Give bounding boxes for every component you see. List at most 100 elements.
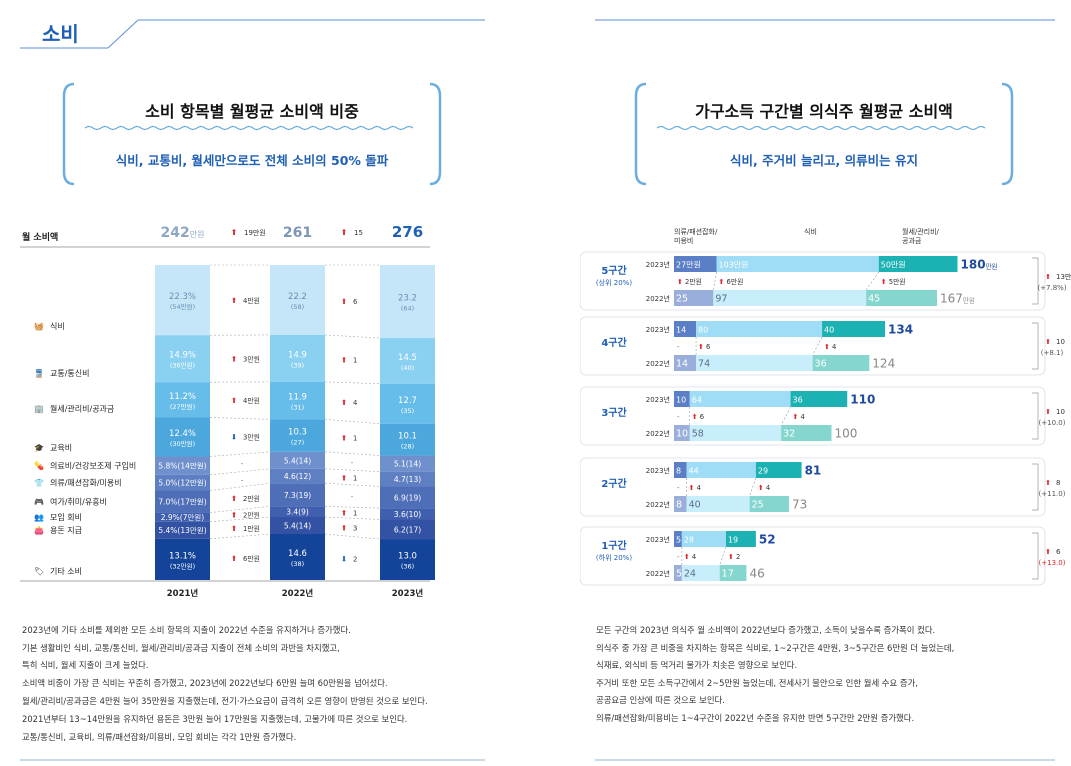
segment-sub-label: (35): [401, 407, 414, 415]
year-label: 2023년: [646, 395, 670, 404]
bar-segment: [812, 355, 870, 371]
diff-bracket: [1032, 392, 1039, 440]
segment-value-label: 11.9: [288, 393, 307, 403]
diff-arrow: ⬆: [1045, 408, 1051, 416]
segment-connector: [209, 505, 271, 513]
stack-segment: [155, 490, 210, 513]
bar-segment: [719, 565, 747, 581]
change-label: 1: [353, 475, 357, 483]
segment-connector: [324, 533, 381, 540]
stack-segment: [270, 334, 325, 382]
stack-segment: [270, 419, 325, 452]
segment-value-label: 13.1%: [169, 551, 196, 561]
bar-segment: [713, 290, 867, 306]
bar-segment: [674, 565, 682, 581]
category-label: 월세/관리비/공과금: [50, 403, 114, 413]
change-label: 4: [766, 484, 770, 492]
change-label: -: [677, 484, 680, 492]
segment-connector: [324, 505, 381, 509]
stack-segment: [380, 455, 435, 472]
left-paragraph: 소비액 비중이 가장 큰 식비는 꾸준히 증가했고, 2023년에 2022년보…: [22, 678, 388, 688]
bar-total-label: 73: [792, 498, 807, 512]
change-label: 1: [353, 435, 357, 443]
stack-segment: [380, 508, 435, 520]
segment-sub-label: (31): [291, 404, 304, 412]
bar-segment: [822, 321, 886, 337]
legend-label: 의류/패션잡화/: [674, 227, 718, 236]
stack-segment: [270, 381, 325, 420]
stack-segment: [270, 517, 325, 535]
change-label: 2: [353, 555, 357, 563]
bar-segment-label: 14: [676, 359, 688, 370]
segment-sub-label: (36만원): [170, 361, 195, 370]
bar-segment: [674, 256, 717, 272]
right-paragraph: 모든 구간의 2023년 의식주 월 소비액이 2022년보다 증가했고, 소득…: [596, 625, 936, 635]
diff-arrow: ⬆: [1045, 338, 1051, 346]
bar-segment-label: 74: [698, 359, 710, 370]
right-paragraph: 식재료, 외식비 등 먹거리 물가가 치솟은 영향으로 보인다.: [596, 660, 798, 670]
change-arrow: ⬆: [341, 474, 347, 483]
change-arrow: ⬆: [231, 554, 237, 563]
stack-segment: [270, 483, 325, 507]
stack-segment: [380, 423, 435, 456]
diff-bracket: [1032, 322, 1039, 370]
change-label: 4만원: [243, 296, 260, 305]
segment-sub-label: (36): [401, 563, 414, 571]
bar-segment: [674, 391, 690, 407]
bar-segment-label: 36: [815, 359, 827, 370]
stack-segment: [270, 468, 325, 484]
segment-sub-label: (28): [401, 443, 414, 451]
bar-segment: [689, 425, 782, 441]
change-label: 3만원: [243, 432, 260, 441]
segment-connector: [324, 482, 381, 487]
change-label: -: [677, 553, 680, 561]
change-arrow: ⬆: [341, 434, 347, 443]
segment-connector: [209, 451, 271, 457]
group-frame: [580, 316, 1046, 376]
group-frame: [580, 386, 1046, 446]
bar-segment: [686, 462, 756, 478]
bar-segment-label: 8: [676, 467, 681, 476]
right-chart-subtitle: 식비, 주거비 늘리고, 의류비는 유지: [730, 153, 918, 168]
right-paragraph: 공공요금 인상에 따른 것으로 보인다.: [596, 695, 725, 705]
year-label: 2022년: [646, 429, 670, 438]
right-paragraph: 의식주 중 가장 큰 비중을 차지하는 항목은 식비로, 1~2구간은 4만원,…: [596, 643, 955, 653]
left-paragraph: 2021년부터 13~14만원을 유지하던 용돈은 3만원 늘어 17만원을 지…: [22, 714, 408, 724]
segment-connector: [719, 546, 727, 566]
right-description: 모든 구간의 2023년 의식주 월 소비액이 2022년보다 증가했고, 소득…: [596, 622, 954, 728]
diff-arrow: ⬆: [1045, 479, 1051, 487]
change-label: 1만원: [243, 524, 260, 533]
right-horizontal-bar-chart: 의류/패션잡화/미용비 식비 월세/관리비/공과금 5구간(상위 20%) 2023년 2…: [580, 227, 1071, 586]
stack-segment: [270, 534, 325, 580]
category-label: 모임 회비: [50, 513, 82, 522]
bar-segment-label: 50만원: [881, 261, 906, 270]
bar-segment-label: 25: [752, 500, 764, 511]
segment-value-label: 5.0%(12만원): [158, 479, 206, 488]
segment-sub-label: (27만원): [170, 402, 195, 411]
change-label: 6: [353, 298, 357, 306]
left-chart-title: 소비 항목별 월평균 소비액 비중: [145, 102, 359, 121]
segment-value-label: 23.2: [398, 294, 417, 304]
right-chart-title: 가구소득 구간별 의식주 월평균 소비액: [695, 102, 953, 121]
segment-connector: [749, 477, 757, 497]
clothes-icon: 👕: [34, 479, 44, 488]
change-label: 4: [692, 553, 696, 561]
group-name: 5구간: [601, 264, 627, 277]
bar-segment: [674, 290, 714, 306]
change-arrow: ⬇: [231, 432, 237, 441]
change-label: -: [241, 476, 244, 484]
category-label: 식비: [50, 322, 65, 331]
segment-value-label: 22.3%: [169, 292, 196, 302]
category-label: 기타 소비: [50, 567, 82, 576]
bar-total-label: 52: [759, 533, 776, 547]
change-label: 4: [697, 484, 701, 492]
category-label: 교통/통신비: [50, 369, 90, 378]
segment-connector: [324, 516, 381, 520]
bar-segment: [674, 462, 687, 478]
bar-segment: [755, 462, 802, 478]
diff-bracket: [1032, 463, 1039, 511]
change-arrow: ⬆: [231, 396, 237, 405]
segment-sub-label: (32만원): [170, 561, 195, 570]
total-label: 276: [392, 223, 423, 241]
bar-segment-label: 14: [676, 326, 686, 335]
